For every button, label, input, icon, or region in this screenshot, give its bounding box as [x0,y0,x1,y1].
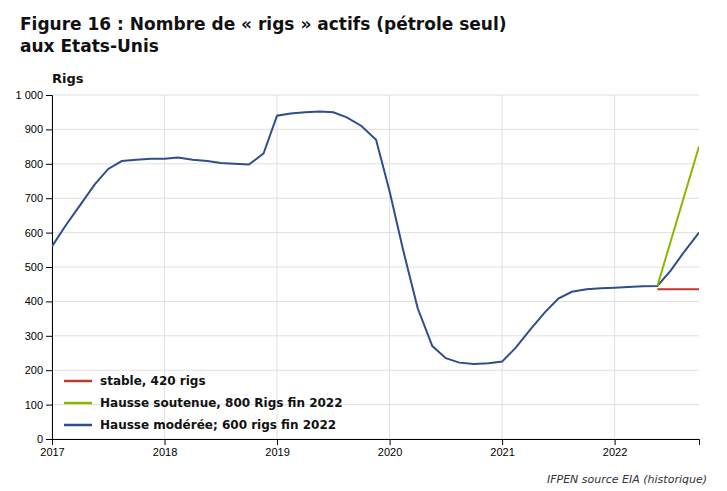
tick: 2018 [153,439,177,458]
title: Figure 16 : Nombre de « rigs » actifs (p… [20,14,507,56]
tick-mark [277,439,278,445]
lines [52,112,699,364]
tick: 500 [25,261,52,273]
grid-line-x [614,95,615,439]
grid-line-x [389,95,390,439]
x-axis: 2017 2018 2019 2020 2021 2022 [40,439,699,458]
legend-swatch [64,402,92,405]
legend-item: Hausse soutenue, 800 Rigs fin 2022 [64,396,343,410]
tick-mark [46,370,52,371]
tick: 100 [25,399,52,411]
plot: 2017 2018 2019 2020 2021 2022 0 100 200 300 400 500… [15,89,699,458]
grid-line-x [277,95,278,439]
source: IFPEN source EIA (historique) [547,473,707,486]
tick-mark [615,439,616,445]
tick-label: 2019 [265,446,289,458]
legend-item: Hausse modérée; 600 rigs fin 2022 [64,418,336,432]
grid-line-x [502,95,503,439]
tick: 200 [25,364,52,376]
tick-mark [46,267,52,268]
legend-label: Hausse soutenue, 800 Rigs fin 2022 [100,396,343,410]
legend-swatch [64,424,92,427]
tick-mark [46,439,52,440]
tick: 2021 [490,439,514,458]
axis-line [46,96,53,440]
tick: 1 000 [15,89,52,101]
grid-line-y [52,335,699,336]
tick-mark [502,439,503,445]
tick-mark [46,301,52,302]
legend: stable, 420 rigs Hausse soutenue, 800 Rig… [64,374,343,432]
tick-label: 600 [25,227,43,239]
grid-line-y [52,370,699,371]
tick-mark [46,336,52,337]
tick: 800 [25,158,52,170]
tick: 2020 [378,439,402,458]
grid-line-y [52,198,699,199]
tick-mark [46,405,52,406]
tick-label: 700 [25,192,43,204]
legend-item: stable, 420 rigs [64,374,206,388]
series-line [657,288,699,290]
tick-mark [46,164,52,165]
grid-line-y [52,163,699,164]
tick-mark [46,129,52,130]
tick: 400 [25,295,52,307]
tick-label: 900 [25,123,43,135]
tick-mark [46,233,52,234]
tick: 300 [25,330,52,342]
legend-swatch [64,380,92,383]
tick: 2019 [265,439,289,458]
tick: 2017 [40,439,64,458]
tick-label: 100 [25,399,43,411]
tick: 700 [25,192,52,204]
tick-label: 300 [25,330,43,342]
tick-label: 2020 [378,446,402,458]
tick: 0 [37,433,52,445]
series-line [657,147,699,286]
tick-label: 800 [25,158,43,170]
tick-mark [165,439,166,445]
y-axis: 0 100 200 300 400 500 600 700 800 900 1 000 [15,89,52,445]
tick-label: 2021 [490,446,514,458]
tick: 2022 [603,439,627,458]
tick-label: 500 [25,261,43,273]
tick-label: 0 [37,433,43,445]
grid-line-y [52,267,699,268]
grid-line-y [52,129,699,130]
tick: 900 [25,123,52,135]
grid-line-y [52,232,699,233]
axis-line [53,440,700,446]
tick-mark [46,95,52,96]
grid [52,95,699,439]
legend-label: stable, 420 rigs [100,374,206,388]
series-line [52,112,699,364]
grid-line-y [52,95,699,96]
legend-label: Hausse modérée; 600 rigs fin 2022 [100,418,336,432]
tick-label: 200 [25,364,43,376]
tick-mark [390,439,391,445]
tick-mark [46,198,52,199]
tick-label: 400 [25,295,43,307]
tick-label: 2022 [603,446,627,458]
y-axis-label: Rigs [52,71,84,86]
tick-label: 2017 [40,446,64,458]
grid-line-y [52,301,699,302]
tick: 600 [25,227,52,239]
chart: Figure 16 : Nombre de « rigs » actifs (p… [0,0,727,491]
tick-label: 1 000 [15,89,43,101]
tick-label: 2018 [153,446,177,458]
